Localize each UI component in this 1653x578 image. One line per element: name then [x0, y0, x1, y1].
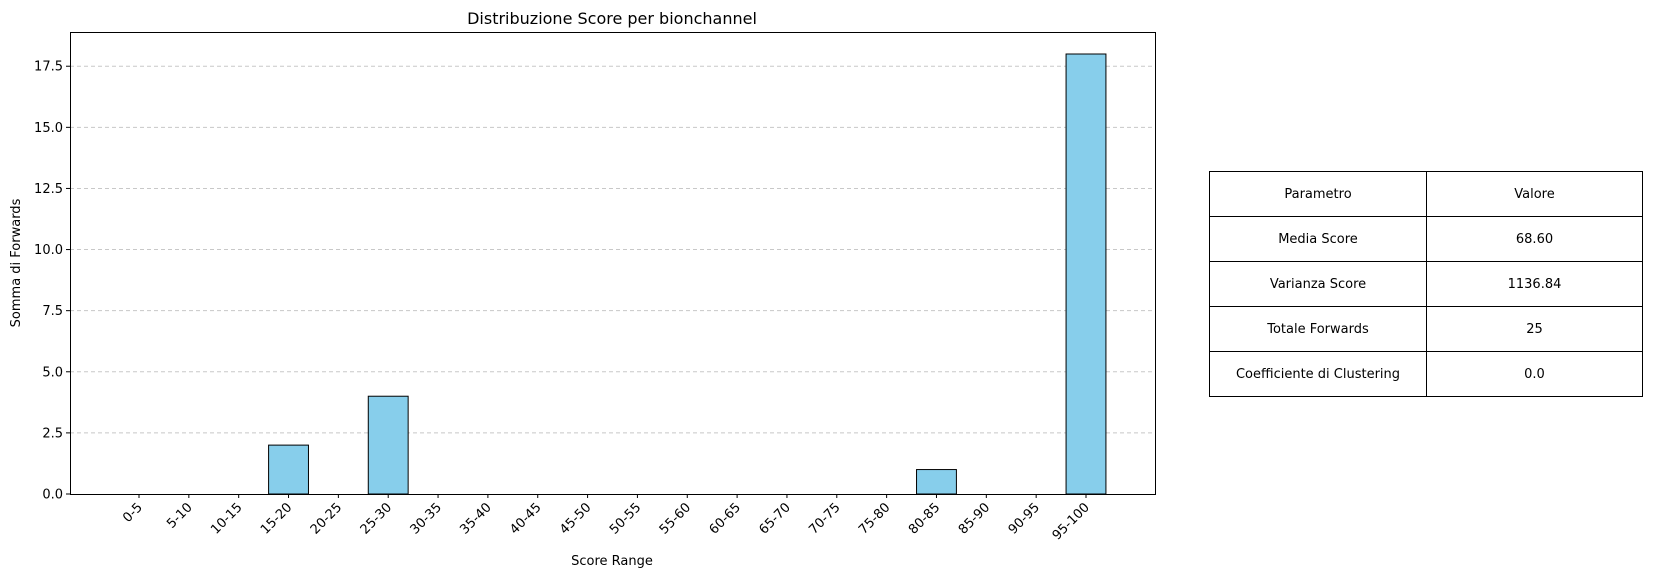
- x-tick-label: 35-40: [457, 500, 494, 537]
- table-cell: Varianza Score: [1209, 261, 1427, 307]
- table-cell: 68.60: [1426, 216, 1643, 262]
- y-axis: 0.0 2.5 5.0 7.5 10.0 12.5 15.0 17.5: [34, 60, 70, 503]
- table-row: Media Score 68.60: [1209, 216, 1643, 262]
- x-tick-label: 5-10: [164, 500, 195, 531]
- y-tick-label: 2.5: [42, 426, 63, 441]
- x-tick-label: 0-5: [120, 500, 146, 526]
- grid-lines: [70, 65, 1155, 434]
- x-tick-label: 40-45: [507, 500, 544, 537]
- table-cell: 1136.84: [1426, 261, 1643, 307]
- bar-15-20: [268, 444, 309, 495]
- x-tick-label: 75-80: [856, 500, 893, 537]
- bar-25-30: [367, 395, 409, 495]
- x-tick-label: 25-30: [358, 500, 395, 537]
- x-tick-label: 80-85: [906, 500, 943, 537]
- x-axis: 0-5 5-10 10-15 15-20 20-25 25-30 30-35 35-40 40-…: [120, 494, 1093, 543]
- y-tick-label: 10.0: [34, 243, 63, 258]
- table-row: Totale Forwards 25: [1209, 306, 1643, 352]
- table-cell: 0.0: [1426, 351, 1643, 397]
- bar-95-100: [1065, 53, 1107, 495]
- y-axis-label: Somma di Forwards: [9, 198, 24, 327]
- x-tick-label: 30-35: [408, 500, 445, 537]
- table-header-cell: Valore: [1426, 171, 1643, 217]
- x-tick-label: 90-95: [1006, 500, 1043, 537]
- table-cell: Coefficiente di Clustering: [1209, 351, 1427, 397]
- table-header-cell: Parametro: [1209, 171, 1427, 217]
- y-tick-label: 0.0: [42, 488, 63, 503]
- x-tick-label: 15-20: [258, 500, 295, 537]
- table-cell: 25: [1426, 306, 1643, 352]
- table-cell: Totale Forwards: [1209, 306, 1427, 352]
- table-header-row: Parametro Valore: [1209, 171, 1643, 217]
- table-cell: Media Score: [1209, 216, 1427, 262]
- x-tick-label: 45-50: [557, 500, 594, 537]
- plot-frame: [70, 32, 1156, 495]
- x-tick-label: 70-75: [806, 500, 843, 537]
- x-tick-label: 55-60: [657, 500, 694, 537]
- table-row: Coefficiente di Clustering 0.0: [1209, 351, 1643, 397]
- x-tick-label: 10-15: [208, 500, 245, 537]
- chart-title: Distribuzione Score per bionchannel: [467, 9, 757, 28]
- x-axis-label: Score Range: [571, 554, 653, 569]
- x-tick-label: 20-25: [308, 500, 345, 537]
- bars: [268, 53, 1107, 495]
- y-tick-label: 12.5: [34, 182, 63, 197]
- x-tick-label: 60-65: [707, 500, 744, 537]
- x-tick-label: 85-90: [956, 500, 993, 537]
- stats-table: Parametro Valore Media Score 68.60 Varia…: [1209, 171, 1643, 397]
- bar-80-85: [916, 469, 957, 495]
- x-tick-label: 50-55: [607, 500, 644, 537]
- y-tick-label: 5.0: [42, 365, 63, 380]
- y-tick-label: 7.5: [42, 304, 63, 319]
- y-tick-label: 17.5: [34, 60, 63, 75]
- y-tick-label: 15.0: [34, 121, 63, 136]
- x-tick-label: 65-70: [756, 500, 793, 537]
- table-row: Varianza Score 1136.84: [1209, 261, 1643, 307]
- x-tick-label: 95-100: [1050, 500, 1093, 543]
